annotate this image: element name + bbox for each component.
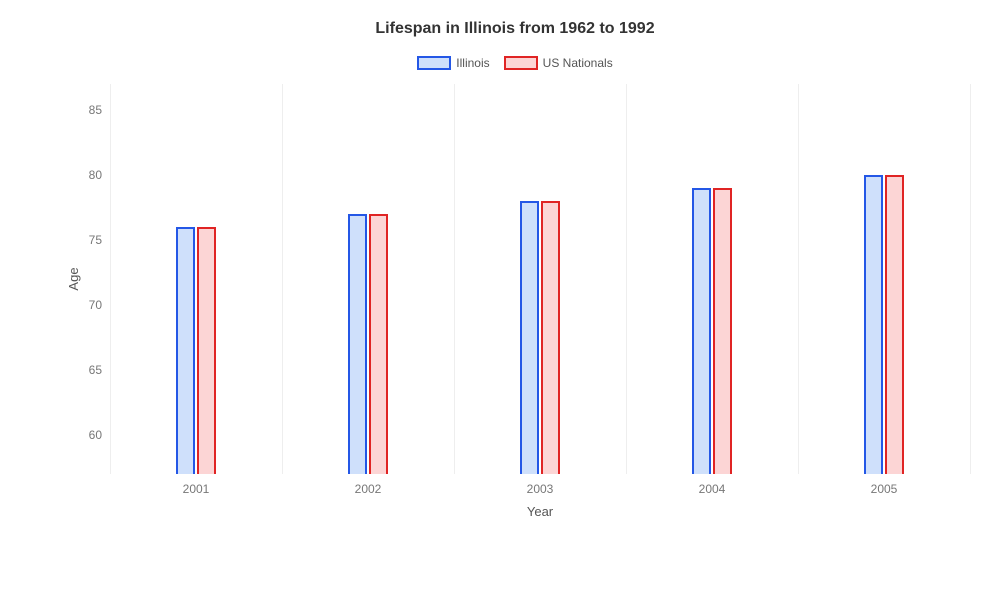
legend: Illinois US Nationals bbox=[60, 56, 970, 70]
chart-title: Lifespan in Illinois from 1962 to 1992 bbox=[60, 20, 970, 38]
bar bbox=[864, 175, 883, 474]
grid-line bbox=[454, 84, 455, 474]
bar bbox=[692, 188, 711, 474]
y-tick: 60 bbox=[70, 428, 102, 442]
plot-inner: Age Year 6065707580852001200220032004200… bbox=[110, 84, 970, 474]
bars-layer bbox=[110, 84, 970, 474]
bar bbox=[520, 201, 539, 474]
grid-line bbox=[110, 84, 111, 474]
bar bbox=[369, 214, 388, 474]
x-tick: 2004 bbox=[699, 482, 726, 496]
grid-line bbox=[798, 84, 799, 474]
bar bbox=[885, 175, 904, 474]
y-tick: 85 bbox=[70, 103, 102, 117]
bar bbox=[176, 227, 195, 474]
x-tick: 2002 bbox=[355, 482, 382, 496]
x-tick: 2001 bbox=[183, 482, 210, 496]
bar bbox=[348, 214, 367, 474]
grid-line bbox=[282, 84, 283, 474]
y-tick: 65 bbox=[70, 363, 102, 377]
x-axis-label: Year bbox=[527, 504, 553, 519]
y-tick: 70 bbox=[70, 298, 102, 312]
grid-line bbox=[626, 84, 627, 474]
legend-item-illinois: Illinois bbox=[417, 56, 489, 70]
legend-label-us: US Nationals bbox=[543, 56, 613, 70]
legend-label-illinois: Illinois bbox=[456, 56, 489, 70]
grid-line bbox=[970, 84, 971, 474]
plot-area: Age Year 6065707580852001200220032004200… bbox=[70, 84, 970, 504]
x-tick: 2005 bbox=[871, 482, 898, 496]
bar bbox=[197, 227, 216, 474]
y-axis-label: Age bbox=[66, 267, 81, 290]
chart-container: Lifespan in Illinois from 1962 to 1992 I… bbox=[0, 0, 1000, 600]
y-tick: 80 bbox=[70, 168, 102, 182]
bar bbox=[541, 201, 560, 474]
y-tick: 75 bbox=[70, 233, 102, 247]
legend-item-us: US Nationals bbox=[504, 56, 613, 70]
legend-swatch-illinois bbox=[417, 56, 451, 70]
bar bbox=[713, 188, 732, 474]
legend-swatch-us bbox=[504, 56, 538, 70]
x-tick: 2003 bbox=[527, 482, 554, 496]
